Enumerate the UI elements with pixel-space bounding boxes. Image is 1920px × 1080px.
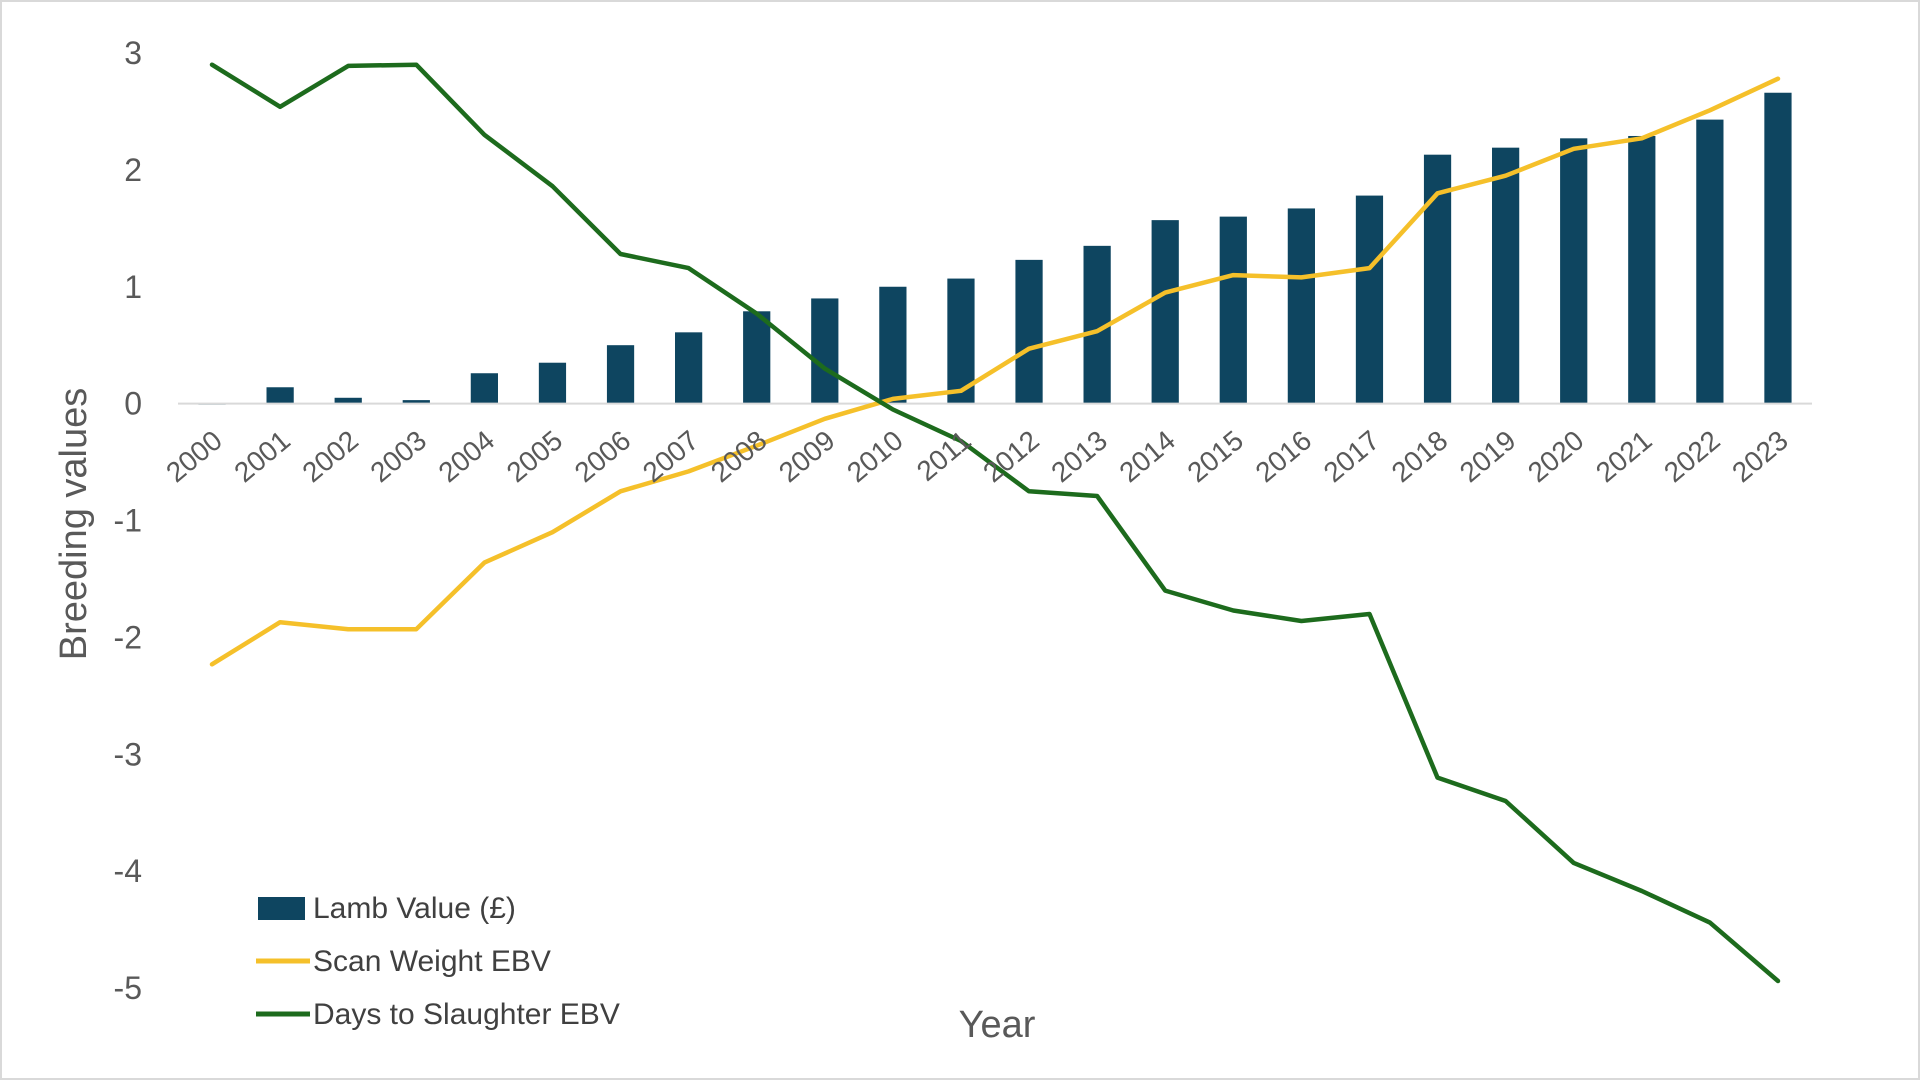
legend-item-days-to-slaughter: Days to Slaughter EBV: [256, 998, 620, 1031]
bar-lamb-value-2007: [675, 332, 703, 404]
y-tick-label-neg1: -1: [114, 503, 142, 539]
y-tick-label-1: 1: [124, 269, 142, 305]
bar-lamb-value-2021: [1628, 135, 1656, 404]
bar-lamb-value-2003: [402, 400, 430, 404]
legend-swatch-lamb-value: [258, 897, 305, 920]
bar-lamb-value-2005: [538, 362, 567, 404]
bar-lamb-value-2019: [1492, 147, 1520, 404]
legend: Lamb Value (£) Scan Weight EBV Days to S…: [256, 892, 620, 1031]
bar-lamb-value-2023: [1764, 92, 1792, 404]
lines-layer: [209, 62, 1781, 984]
y-tick-label-neg4: -4: [114, 853, 142, 889]
legend-label-days-to-slaughter: Days to Slaughter EBV: [313, 998, 620, 1031]
bar-lamb-value-2014: [1151, 220, 1179, 404]
legend-item-lamb-value: Lamb Value (£): [258, 892, 516, 925]
y-tick-label-0: 0: [124, 386, 142, 422]
bar-lamb-value-2008: [743, 311, 771, 404]
x-axis-title: Year: [959, 1004, 1036, 1046]
bar-lamb-value-2015: [1219, 216, 1247, 404]
bar-lamb-value-2009: [811, 298, 839, 404]
y-tick-labels: 3 2 1 0 -1 -2 -3 -4 -5: [114, 35, 142, 1006]
bar-lamb-value-2001: [266, 387, 294, 404]
bar-lamb-value-2020: [1560, 138, 1588, 404]
bar-lamb-value-2022: [1696, 119, 1724, 404]
bar-lamb-value-2004: [470, 373, 498, 404]
y-tick-label-neg2: -2: [114, 619, 142, 655]
legend-item-scan-weight: Scan Weight EBV: [256, 945, 551, 978]
bar-lamb-value-2012: [1015, 259, 1043, 404]
bars-layer: [198, 92, 1792, 405]
legend-label-scan-weight: Scan Weight EBV: [313, 945, 551, 978]
y-tick-label-neg3: -3: [114, 736, 142, 772]
y-axis-title: Breeding values: [53, 388, 95, 661]
bar-lamb-value-2006: [606, 345, 635, 404]
legend-label-lamb-value: Lamb Value (£): [313, 892, 516, 925]
y-tick-label-neg5: -5: [114, 970, 142, 1006]
y-tick-label-2: 2: [124, 152, 142, 188]
bar-lamb-value-2017: [1355, 195, 1384, 404]
bar-lamb-value-2010: [879, 286, 907, 404]
y-tick-label-3: 3: [124, 35, 142, 71]
bar-lamb-value-2016: [1287, 208, 1315, 404]
bar-lamb-value-2002: [334, 397, 362, 404]
series-line-days-to-slaughter-ebv: [209, 62, 1781, 984]
series-line-scan-weight-ebv: [209, 76, 1781, 667]
